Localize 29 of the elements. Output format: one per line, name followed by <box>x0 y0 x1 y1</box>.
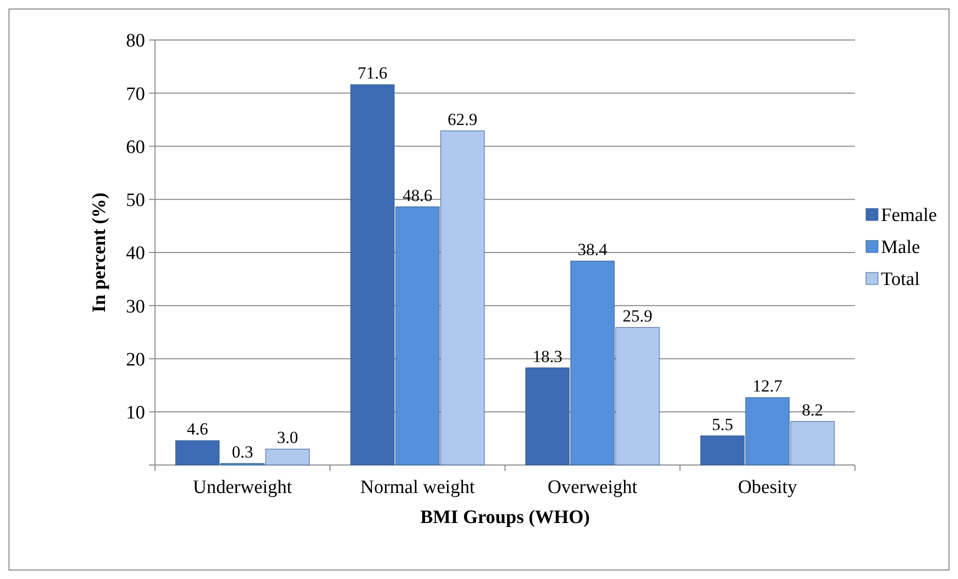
y-axis-title: In percent (%) <box>89 192 110 312</box>
y-tick-label: 20 <box>126 349 145 370</box>
y-tick-label: 80 <box>126 30 145 52</box>
x-tick-label: Underweight <box>192 477 293 498</box>
y-tick-label: 30 <box>126 296 145 318</box>
data-label: 0.3 <box>232 442 254 462</box>
data-label: 12.7 <box>752 376 783 396</box>
x-axis-title: BMI Groups (WHO) <box>420 507 590 528</box>
y-tick-label: 10 <box>126 402 145 424</box>
data-label: 38.4 <box>578 240 608 259</box>
legend-label: Male <box>881 237 920 258</box>
data-label: 48.6 <box>402 186 432 205</box>
x-tick-label: Obesity <box>738 477 798 498</box>
data-label: 71.6 <box>358 64 388 83</box>
y-tick-label: 50 <box>126 190 145 212</box>
data-label: 5.5 <box>712 414 734 434</box>
x-tick-label: Normal weight <box>360 477 476 498</box>
legend-label: Female <box>881 205 937 226</box>
data-label: 8.2 <box>802 400 824 420</box>
data-label: 4.6 <box>186 420 208 439</box>
data-label: 3.0 <box>276 428 298 448</box>
data-label: 62.9 <box>448 110 478 129</box>
y-tick-label: 60 <box>126 136 145 158</box>
data-label: 18.3 <box>532 346 562 366</box>
y-tick-label: 40 <box>126 243 145 264</box>
y-tick-label: 70 <box>126 84 145 105</box>
legend-label: Total <box>881 269 920 290</box>
x-tick-label: Overweight <box>548 477 638 498</box>
data-label: 25.9 <box>622 306 652 326</box>
